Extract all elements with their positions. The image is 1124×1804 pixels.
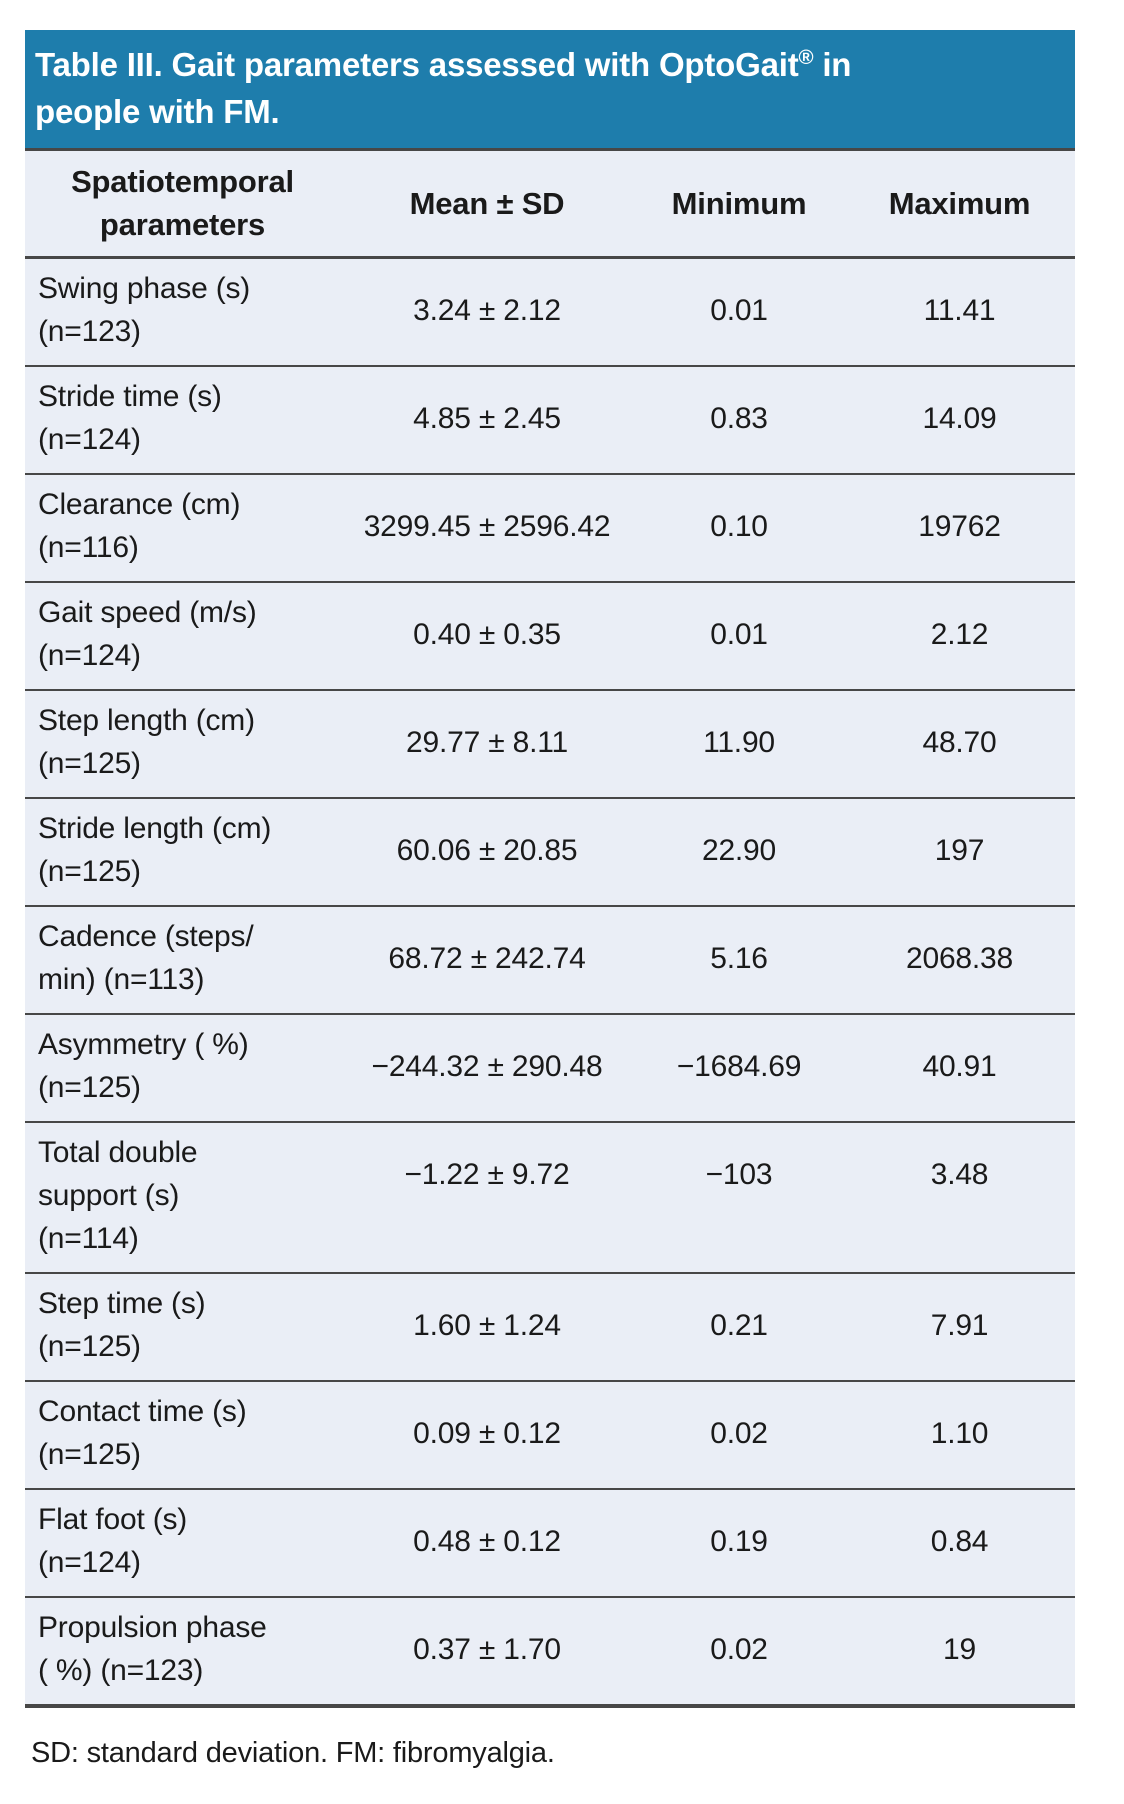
minimum-cell: 11.90 xyxy=(634,690,844,799)
maximum-cell: 3.48 xyxy=(844,1122,1075,1274)
maximum-cell: 1.10 xyxy=(844,1381,1075,1490)
mean-sd-cell: 0.37 ± 1.70 xyxy=(413,1633,561,1666)
maximum-cell: 2.12 xyxy=(844,582,1075,691)
table-row: Total double support (s) (n=114) −1.22 ± … xyxy=(25,1122,1075,1274)
mean-sd-cell: 60.06 ± 20.85 xyxy=(340,798,634,907)
table-row: Propulsion phase ( %) (n=123) 0.37 ± 1.70… xyxy=(25,1597,1075,1706)
mean-sd-cell: 0.48 ± 0.12 xyxy=(340,1489,634,1598)
table-row: Clearance (cm) (n=116) 3299.45 ± 2596.42 0… xyxy=(25,474,1075,583)
table-row: Swing phase (s) (n=123) 3.24 ± 2.12 0.01 11… xyxy=(25,257,1075,367)
maximum-cell: 48.70 xyxy=(844,690,1075,799)
table-title-banner: Table III. Gait parameters assessed with… xyxy=(25,30,1075,148)
parameter-cell: Contact time (s) (n=125) xyxy=(25,1381,340,1490)
maximum-cell: 19762 xyxy=(844,474,1075,583)
table-title-line1: Table III. Gait parameters assessed with… xyxy=(35,46,851,83)
registered-trademark-symbol: ® xyxy=(798,46,814,69)
mean-sd-cell: 29.77 ± 8.11 xyxy=(340,690,634,799)
table-row: Asymmetry ( %) (n=125) −244.32 ± 290.48 −1… xyxy=(25,1014,1075,1123)
mean-sd-cell: 3299.45 ± 2596.42 xyxy=(340,474,634,583)
minimum-cell: −1684.69 xyxy=(634,1014,844,1123)
parameter-cell: Clearance (cm) (n=116) xyxy=(25,474,340,583)
mean-sd-cell: 0.09 ± 0.12 xyxy=(340,1381,634,1490)
maximum-cell: 7.91 xyxy=(844,1273,1075,1382)
table-row: Stride length (cm) (n=125) 60.06 ± 20.85 2… xyxy=(25,798,1075,907)
parameter-cell: Flat foot (s) (n=124) xyxy=(25,1489,340,1598)
maximum-cell: 2068.38 xyxy=(844,906,1075,1015)
maximum-cell: 14.09 xyxy=(844,366,1075,475)
parameter-cell: Step time (s) (n=125) xyxy=(25,1273,340,1382)
table-title-line2: people with FM. xyxy=(35,93,280,130)
table-row: Contact time (s) (n=125) 0.09 ± 0.12 0.02 1… xyxy=(25,1381,1075,1490)
minimum-cell: 5.16 xyxy=(634,906,844,1015)
parameter-cell: Total double support (s) (n=114) xyxy=(25,1122,340,1274)
mean-sd-cell: −1.22 ± 9.72 xyxy=(340,1122,634,1274)
mean-sd-cell: 3.24 ± 2.12 xyxy=(340,257,634,367)
parameter-cell: Asymmetry ( %) (n=125) xyxy=(25,1014,340,1123)
minimum-cell: 0.21 xyxy=(634,1273,844,1382)
minimum-cell: 0.10 xyxy=(634,474,844,583)
parameter-cell: Stride time (s) (n=124) xyxy=(25,366,340,475)
gait-parameters-table: Spatiotemporal parameters Mean ± SD Mini… xyxy=(25,148,1075,1708)
mean-sd-cell: 4.85 ± 2.45 xyxy=(340,366,634,475)
table-row: Stride time (s) (n=124) 4.85 ± 2.45 0.83 14… xyxy=(25,366,1075,475)
minimum-cell: 22.90 xyxy=(634,798,844,907)
col-header-mean-sd: Mean ± SD xyxy=(340,149,634,259)
table-row: Step time (s) (n=125) 1.60 ± 1.24 0.21 7.91 xyxy=(25,1273,1075,1382)
mean-sd-cell: 68.72 ± 242.74 xyxy=(340,906,634,1015)
maximum-cell: 11.41 xyxy=(844,257,1075,367)
parameter-cell: Gait speed (m/s) (n=124) xyxy=(25,582,340,691)
col-header-maximum: Maximum xyxy=(844,149,1075,259)
maximum-cell: 0.84 xyxy=(844,1489,1075,1598)
minimum-cell: 0.19 xyxy=(634,1489,844,1598)
parameter-cell: Cadence (steps/ min) (n=113) xyxy=(25,906,340,1015)
table-title-text: Table III. Gait parameters assessed with… xyxy=(35,46,799,83)
minimum-cell: −103 xyxy=(634,1122,844,1274)
maximum-cell: 19 xyxy=(943,1633,976,1666)
table-row: Gait speed (m/s) (n=124) 0.40 ± 0.35 0.01 2… xyxy=(25,582,1075,691)
parameter-cell: Propulsion phase ( %) (n=123) xyxy=(38,1611,267,1687)
col-header-minimum: Minimum xyxy=(634,149,844,259)
table-row: Flat foot (s) (n=124) 0.48 ± 0.12 0.19 0.84 xyxy=(25,1489,1075,1598)
parameter-cell: Swing phase (s) (n=123) xyxy=(25,257,340,367)
mean-sd-cell: −244.32 ± 290.48 xyxy=(340,1014,634,1123)
maximum-cell: 40.91 xyxy=(844,1014,1075,1123)
table-title-suffix: in xyxy=(813,46,852,83)
table-row: Step length (cm) (n=125) 29.77 ± 8.11 11.9… xyxy=(25,690,1075,799)
table-row: Cadence (steps/ min) (n=113) 68.72 ± 242.… xyxy=(25,906,1075,1015)
parameter-cell: Step length (cm) (n=125) xyxy=(25,690,340,799)
maximum-cell: 197 xyxy=(844,798,1075,907)
page: Table III. Gait parameters assessed with… xyxy=(25,30,1075,1772)
mean-sd-cell: 0.40 ± 0.35 xyxy=(340,582,634,691)
footnote: SD: standard deviation. FM: fibromyalgia… xyxy=(31,1737,555,1769)
minimum-cell: 0.02 xyxy=(634,1381,844,1490)
parameter-cell: Stride length (cm) (n=125) xyxy=(25,798,340,907)
minimum-cell: 0.83 xyxy=(634,366,844,475)
minimum-cell: 0.02 xyxy=(710,1633,768,1666)
minimum-cell: 0.01 xyxy=(634,582,844,691)
minimum-cell: 0.01 xyxy=(634,257,844,367)
col-header-spatiotemporal-parameters: Spatiotemporal parameters xyxy=(25,149,340,259)
header-row: Spatiotemporal parameters Mean ± SD Mini… xyxy=(25,149,1075,259)
mean-sd-cell: 1.60 ± 1.24 xyxy=(340,1273,634,1382)
